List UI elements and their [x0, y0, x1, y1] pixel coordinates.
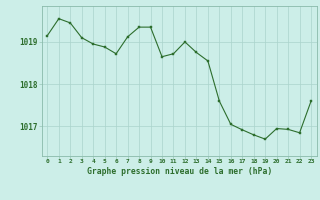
X-axis label: Graphe pression niveau de la mer (hPa): Graphe pression niveau de la mer (hPa) — [87, 167, 272, 176]
